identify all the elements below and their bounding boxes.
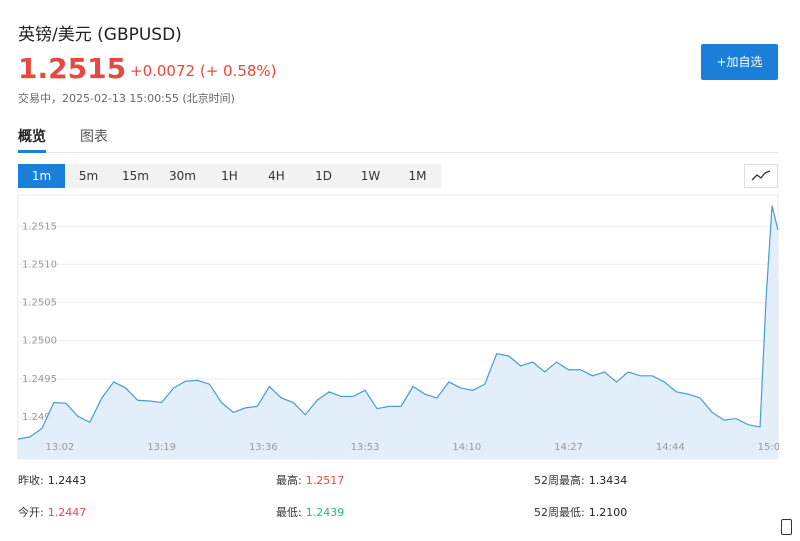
stat-label: 今开:: [18, 506, 44, 519]
period-button[interactable]: 1W: [360, 169, 381, 183]
x-tick-label: 14:44: [656, 442, 685, 453]
y-tick-label: 1.2515: [22, 221, 57, 232]
stat-label: 最低:: [276, 506, 302, 519]
x-tick-label: 13:02: [45, 442, 74, 453]
x-tick-label: 13:19: [147, 442, 176, 453]
stat-value: 1.2517: [305, 474, 345, 487]
stat-value: 1.2439: [305, 506, 345, 519]
phone-icon[interactable]: [781, 519, 792, 535]
x-tick-label: 14:10: [452, 442, 481, 453]
code: (GBPUSD): [97, 25, 182, 45]
stat: 52周最低: 1.2100: [534, 504, 627, 520]
stat-label: 最高:: [276, 474, 302, 487]
price: 1.2515: [18, 52, 127, 85]
period-button[interactable]: 5m: [78, 169, 99, 183]
stat-value: 1.2443: [47, 474, 87, 487]
period-button[interactable]: 4H: [268, 169, 285, 183]
period-button[interactable]: 1m: [18, 164, 65, 188]
stat-value: 1.2100: [588, 506, 628, 519]
x-tick-label: 15:01: [758, 442, 787, 453]
stat: 最低: 1.2439: [276, 504, 344, 520]
y-tick-label: 1.2490: [22, 412, 57, 423]
period-button[interactable]: 30m: [169, 169, 196, 183]
y-tick-label: 1.2495: [22, 374, 57, 385]
tab[interactable]: 概览: [18, 129, 46, 145]
title: 英镑/美元 (GBPUSD): [18, 20, 182, 45]
tab[interactable]: 图表: [80, 129, 108, 145]
chart-type-button[interactable]: [744, 164, 778, 188]
stat: 52周最高: 1.3434: [534, 472, 627, 488]
period-button[interactable]: 1D: [315, 169, 332, 183]
x-tick-label: 14:27: [554, 442, 583, 453]
price-line: [18, 205, 779, 440]
y-tick-label: 1.2505: [22, 298, 57, 309]
status: 交易中，2025-02-13 15:00:55 (北京时间): [18, 90, 235, 106]
period-button[interactable]: 1H: [221, 169, 238, 183]
y-tick-label: 1.2510: [22, 259, 57, 270]
watch-button[interactable]: +加自选: [701, 44, 778, 80]
chart: 1.24851.24901.24951.25001.25051.25101.25…: [17, 194, 787, 461]
stat-label: 52周最低:: [534, 506, 585, 519]
x-tick-label: 13:53: [351, 442, 380, 453]
y-tick-label: 1.2500: [22, 336, 57, 347]
status-text: 交易中，: [18, 92, 62, 105]
divider: [18, 152, 778, 153]
stat-label: 昨收:: [18, 474, 44, 487]
period-button[interactable]: 1M: [408, 169, 427, 183]
change: +0.0072 (+ 0.58%): [130, 62, 277, 80]
time: 2025-02-13 15:00:55: [62, 92, 179, 105]
stat: 昨收: 1.2443: [18, 472, 86, 488]
change-pct: (+ 0.58%): [199, 62, 277, 80]
x-tick-label: 13:36: [249, 442, 278, 453]
tab-indicator: [18, 150, 46, 153]
timezone: (北京时间): [182, 92, 235, 105]
area: [18, 205, 778, 459]
change-abs: +0.0072: [130, 62, 196, 80]
stat-label: 52周最高:: [534, 474, 585, 487]
stat-value: 1.2447: [47, 506, 87, 519]
stat: 今开: 1.2447: [18, 504, 86, 520]
name: 英镑/美元: [18, 25, 92, 45]
period-button[interactable]: 15m: [122, 169, 149, 183]
stat-value: 1.3434: [588, 474, 628, 487]
stat: 最高: 1.2517: [276, 472, 344, 488]
period-bar: 1m 5m 15m 30m 1H 4H 1D 1W 1M: [18, 164, 441, 188]
